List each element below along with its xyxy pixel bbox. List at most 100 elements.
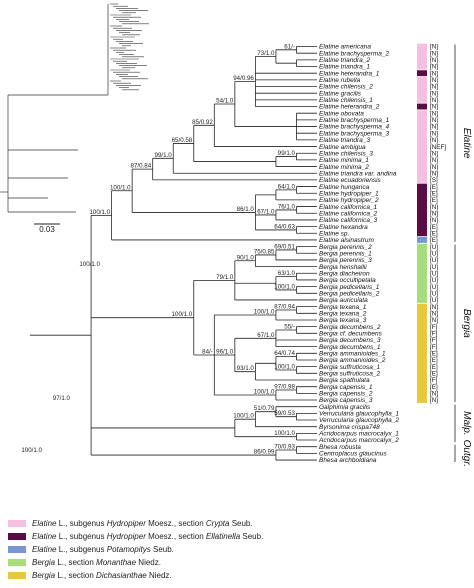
taxon-label: Elatine gracilis bbox=[319, 90, 362, 97]
taxon-label: Verrucularia glaucophylla_2 bbox=[319, 417, 399, 424]
taxon-label: Elatine brachysperma_4 bbox=[319, 124, 389, 131]
section-color-bars bbox=[417, 43, 427, 403]
distribution-code: [E] bbox=[430, 224, 438, 231]
support-value: 67/1.0 bbox=[257, 208, 275, 215]
distribution-code: [N] bbox=[430, 317, 438, 324]
taxon-label: Bergia suffruticosa_2 bbox=[319, 371, 380, 378]
taxon-label: Elatine chilensis_1 bbox=[319, 97, 373, 104]
legend-text: Hydropiper bbox=[106, 531, 146, 541]
taxon-label: Elatine californica_2 bbox=[319, 210, 378, 217]
distribution-code: [E] bbox=[430, 197, 438, 204]
taxon-label: Elatine americana bbox=[319, 44, 371, 51]
distribution-code: [N] bbox=[430, 204, 438, 211]
distribution-code: [N] bbox=[430, 64, 438, 71]
support-value: 100/1.0 bbox=[254, 389, 275, 396]
legend-text: Elatine bbox=[32, 518, 57, 528]
distribution-code: [N] bbox=[430, 157, 438, 164]
taxon-label: Bergia ammanioides_2 bbox=[319, 357, 386, 364]
section-bar-ellatinella bbox=[417, 70, 427, 77]
taxon-label: Elatine triandra_3 bbox=[319, 137, 370, 144]
distribution-code: [N] bbox=[430, 124, 438, 131]
distribution-code: [S] bbox=[430, 177, 438, 184]
taxon-label: Bergia occultipetala bbox=[319, 277, 376, 284]
distribution-code: [E] bbox=[430, 357, 438, 364]
distribution-code: [F] bbox=[430, 377, 438, 384]
taxon-label: Elatine triandra_2 bbox=[319, 57, 370, 64]
legend-text: L., subgenus bbox=[56, 544, 107, 554]
taxon-label: Elatine chilensis_3 bbox=[319, 150, 373, 157]
distribution-code: [N] bbox=[430, 391, 438, 398]
support-value: 67/1.0 bbox=[257, 332, 275, 339]
distribution-code: [U] bbox=[430, 257, 438, 264]
distribution-code: [E] bbox=[430, 351, 438, 358]
legend-text: L., section bbox=[55, 557, 97, 567]
distribution-code: [N] bbox=[430, 137, 438, 144]
distribution-code: [F] bbox=[430, 324, 438, 331]
taxon-label: Bhesa archboldiana bbox=[319, 457, 377, 464]
legend-text: Niedz. bbox=[146, 570, 172, 580]
taxon-label: Elatine minima_1 bbox=[319, 157, 369, 164]
legend-swatch bbox=[8, 558, 26, 566]
support-value: 87/0.94 bbox=[274, 303, 295, 310]
support-value: 100/1.0 bbox=[254, 308, 275, 315]
taxon-label: Elatine ecuadoriensis bbox=[319, 177, 382, 184]
distribution-code: [N] bbox=[430, 210, 438, 217]
legend-text: Elatine bbox=[32, 531, 57, 541]
group-brackets: Elatine Bergia Malp. Outgr. bbox=[454, 44, 472, 467]
taxon-label: Verrucularia glaucophylla_1 bbox=[319, 411, 399, 418]
support-value: 97/1.0 bbox=[53, 395, 71, 402]
legend-text: L., section bbox=[55, 570, 97, 580]
legend-text: Seub. bbox=[240, 531, 264, 541]
taxon-label: Bergia capensis_2 bbox=[319, 391, 373, 398]
distribution-code: [U] bbox=[430, 277, 438, 284]
support-value: 61/- bbox=[284, 43, 295, 50]
distribution-code: [N] bbox=[430, 164, 438, 171]
distribution-code: [N] bbox=[430, 44, 438, 51]
taxon-label: Elatine heterandra_2 bbox=[319, 104, 380, 111]
taxon-label: Bergia decumbens_1 bbox=[319, 344, 381, 351]
support-value: 54/1.0 bbox=[216, 98, 234, 105]
taxon-label: Bergia suffruticosa_1 bbox=[319, 364, 380, 371]
support-value: 100/1.0 bbox=[89, 209, 110, 216]
support-value: 64/0.74 bbox=[274, 350, 295, 357]
distribution-code: [F] bbox=[430, 337, 438, 344]
legend-text: Dichasianthae bbox=[96, 570, 147, 580]
taxon-label: Elatine triandra_1 bbox=[319, 64, 370, 71]
group-label: Malp. bbox=[461, 411, 472, 435]
distribution-code: [E] bbox=[430, 371, 438, 378]
distribution-code: [E] bbox=[430, 184, 438, 191]
legend-text: Seub. bbox=[150, 544, 174, 554]
support-value: 100/1.0 bbox=[274, 283, 295, 290]
support-value: 84/- bbox=[202, 348, 213, 355]
support-value: 97/0.98 bbox=[274, 384, 295, 391]
taxon-label: Elatine hexandra bbox=[319, 224, 368, 231]
distribution-code: [N] bbox=[430, 397, 438, 404]
distribution-code: [E] bbox=[430, 364, 438, 371]
taxon-label: Bergia diacheiron bbox=[319, 270, 370, 277]
distribution-code: [U] bbox=[430, 244, 438, 251]
distribution-code: [N] bbox=[430, 117, 438, 124]
taxon-label: Bergia cf. decumbens bbox=[319, 331, 383, 338]
distribution-code: [U] bbox=[430, 264, 438, 271]
support-value: 99/1.0 bbox=[278, 150, 296, 157]
legend-text: Crypta bbox=[205, 518, 230, 528]
distribution-code: [E] bbox=[430, 237, 438, 244]
support-value: 69/0.51 bbox=[274, 243, 295, 250]
taxon-label: Bergia henshallii bbox=[319, 264, 367, 271]
support-value: 100/1.0 bbox=[79, 261, 100, 268]
section-bar-crypta bbox=[417, 43, 427, 70]
distribution-code: [N] bbox=[430, 217, 438, 224]
section-bar-potamopitys bbox=[417, 236, 427, 243]
support-value: 73/1.0 bbox=[257, 50, 275, 57]
group-label: Elatine bbox=[461, 128, 472, 159]
taxon-label: Bergia decumbens_3 bbox=[319, 337, 381, 344]
taxon-label: Elatine brachysperma_2 bbox=[319, 50, 389, 57]
taxon-label: Centroplacus glaucinus bbox=[319, 451, 387, 458]
distribution-code: [N] bbox=[430, 110, 438, 117]
taxon-label: Bergia pedicellaris_1 bbox=[319, 284, 380, 291]
legend-text: Monanthae bbox=[96, 557, 137, 567]
distribution-code: [U] bbox=[430, 297, 438, 304]
